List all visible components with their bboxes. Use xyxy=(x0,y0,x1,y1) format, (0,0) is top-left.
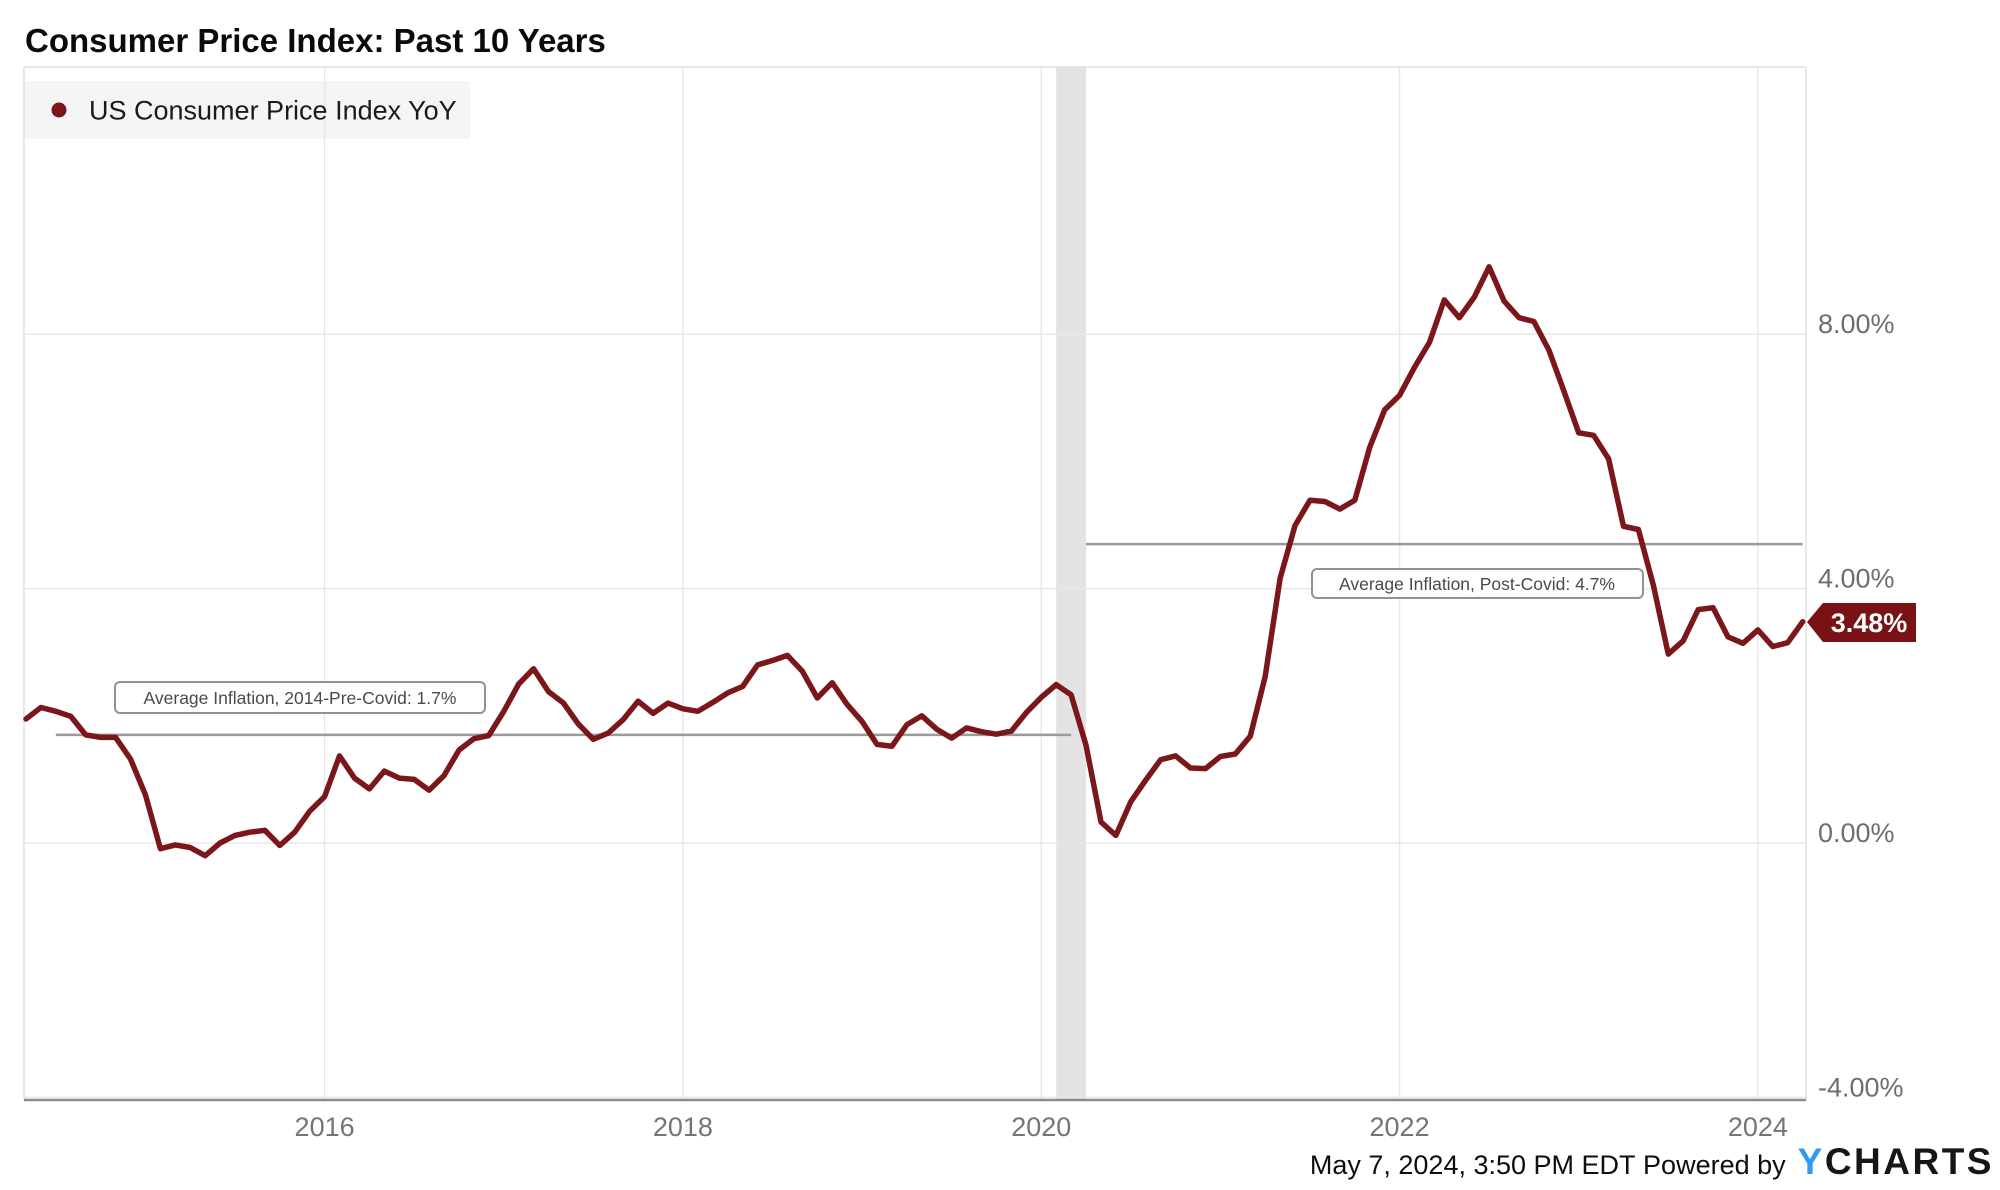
ycharts-logo-y: Y xyxy=(1797,1141,1825,1182)
x-tick-label: 2016 xyxy=(295,1112,355,1142)
annotation-post-covid-label: Average Inflation, Post-Covid: 4.7% xyxy=(1339,574,1615,594)
legend-box xyxy=(24,81,470,139)
annotation-pre-covid: Average Inflation, 2014-Pre-Covid: 1.7% xyxy=(114,681,486,714)
annotation-pre-covid-box xyxy=(114,681,486,714)
x-tick-label: 2022 xyxy=(1370,1112,1430,1142)
annotation-pre-covid-label: Average Inflation, 2014-Pre-Covid: 1.7% xyxy=(144,688,457,708)
ycharts-logo[interactable]: YCHARTS xyxy=(1798,1141,1994,1183)
x-tick-label: 2024 xyxy=(1728,1112,1788,1142)
ycharts-logo-rest: CHARTS xyxy=(1824,1141,1994,1182)
y-tick-label: 8.00% xyxy=(1818,309,1895,339)
y-tick-label: -4.00% xyxy=(1818,1072,1904,1102)
y-tick-label: 4.00% xyxy=(1818,564,1895,594)
chart-title: Consumer Price Index: Past 10 Years xyxy=(25,22,606,59)
y-axis-labels: 8.00% 4.00% 0.00% -4.00% xyxy=(1818,309,1904,1102)
legend-label: US Consumer Price Index YoY xyxy=(89,96,457,126)
recession-band-shading xyxy=(1056,67,1087,1100)
powered-by-label: Powered by xyxy=(1643,1150,1786,1180)
last-value-badge: 3.48% xyxy=(1807,603,1916,642)
footer-timestamp: May 7, 2024, 3:50 PM EDT xyxy=(1309,1150,1636,1180)
annotation-post-covid-box xyxy=(1311,568,1644,599)
cpi-series-line[interactable] xyxy=(23,264,1806,859)
legend[interactable]: US Consumer Price Index YoY xyxy=(51,96,457,126)
last-value-badge-label: 3.48% xyxy=(1831,608,1908,638)
y-tick-label: 0.00% xyxy=(1818,818,1895,848)
last-value-badge-shape xyxy=(1807,603,1916,642)
plot-border xyxy=(23,66,1807,1100)
x-axis-labels: 2016 2018 2020 2022 2024 xyxy=(295,1112,1788,1142)
footer: May 7, 2024, 3:50 PM EDT Powered by YCHA… xyxy=(1310,1141,1994,1183)
x-tick-label: 2020 xyxy=(1011,1112,1071,1142)
annotation-post-covid: Average Inflation, Post-Covid: 4.7% xyxy=(1311,568,1644,599)
legend-marker-icon xyxy=(51,102,67,118)
x-tick-label: 2018 xyxy=(653,1112,713,1142)
